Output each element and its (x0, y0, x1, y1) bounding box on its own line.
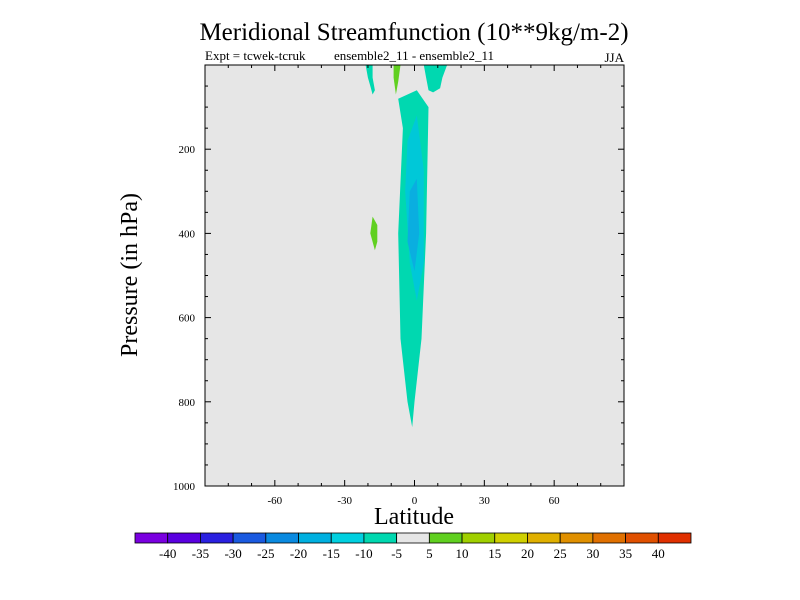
colorbar-label: 10 (456, 546, 469, 561)
colorbar-label: -30 (224, 546, 241, 561)
colorbar-swatch (200, 532, 234, 544)
contour-region-4 (365, 65, 375, 95)
contour-region-5 (393, 65, 401, 95)
x-tick-label: 0 (412, 495, 418, 507)
colorbar-swatch (298, 532, 332, 544)
colorbar-swatch (461, 532, 496, 544)
colorbar-swatch (134, 532, 169, 544)
colorbar-swatch (265, 532, 299, 544)
colorbar-label: 25 (554, 546, 567, 561)
ensemble-label: ensemble2_11 - ensemble2_11 (334, 48, 494, 63)
colorbar-swatch (330, 532, 365, 544)
colorbar-label: -40 (159, 546, 176, 561)
y-axis-ticks: 200 400 600 800 1000 (173, 64, 624, 493)
season-label: JJA (604, 50, 624, 65)
colorbar-swatch (494, 532, 528, 544)
y-tick-label: 400 (179, 228, 196, 240)
colorbar-label: 40 (652, 546, 665, 561)
colorbar-swatch (363, 532, 398, 544)
colorbar-label: -15 (323, 546, 340, 561)
colorbar-swatch (625, 532, 659, 544)
x-tick-label: 60 (549, 495, 561, 507)
contour-region-6 (370, 216, 378, 251)
experiment-label: Expt = tcwek-tcruk (205, 48, 306, 63)
colorbar-swatch (428, 532, 463, 544)
y-tick-label: 1000 (173, 481, 196, 493)
colorbar-label: 30 (586, 546, 599, 561)
colorbar-swatch (232, 532, 267, 544)
colorbar-swatch (167, 532, 201, 544)
contour-regions (365, 65, 448, 428)
x-axis-label: Latitude (374, 504, 454, 530)
chart-title: Meridional Streamfunction (10**9kg/m-2) (199, 19, 628, 46)
colorbar-label: -10 (355, 546, 372, 561)
y-axis-label: Pressure (in hPa) (117, 193, 143, 357)
plot-area: -60 -30 0 30 60 200 400 600 800 1000 (173, 64, 625, 507)
x-tick-label: 30 (479, 495, 491, 507)
y-tick-label: 800 (179, 397, 196, 409)
y-tick-label: 600 (179, 313, 196, 325)
colorbar-label: 35 (619, 546, 632, 561)
colorbar-swatch (396, 532, 430, 544)
x-tick-label: -30 (337, 495, 352, 507)
colorbar-label: 5 (426, 546, 433, 561)
colorbar-label: -5 (391, 546, 402, 561)
colorbar-label: 15 (488, 546, 501, 561)
colorbar-label: -25 (257, 546, 274, 561)
colorbar-swatch (592, 532, 626, 544)
contour-region-3 (423, 65, 448, 93)
x-axis-ticks: -60 -30 0 30 60 (204, 65, 625, 507)
colorbar-label: -20 (290, 546, 307, 561)
y-tick-label: 200 (179, 144, 196, 156)
contour-region-2 (407, 178, 420, 272)
colorbar: -40 -35 -30 -25 -20 -15 -10 -5 5 10 15 20 25 30 35 40 (134, 532, 692, 561)
colorbar-swatch (657, 532, 692, 544)
colorbar-swatch (527, 532, 561, 544)
x-tick-label: -60 (267, 495, 282, 507)
colorbar-label: -35 (192, 546, 209, 561)
colorbar-swatch (559, 532, 594, 544)
colorbar-label: 20 (521, 546, 534, 561)
